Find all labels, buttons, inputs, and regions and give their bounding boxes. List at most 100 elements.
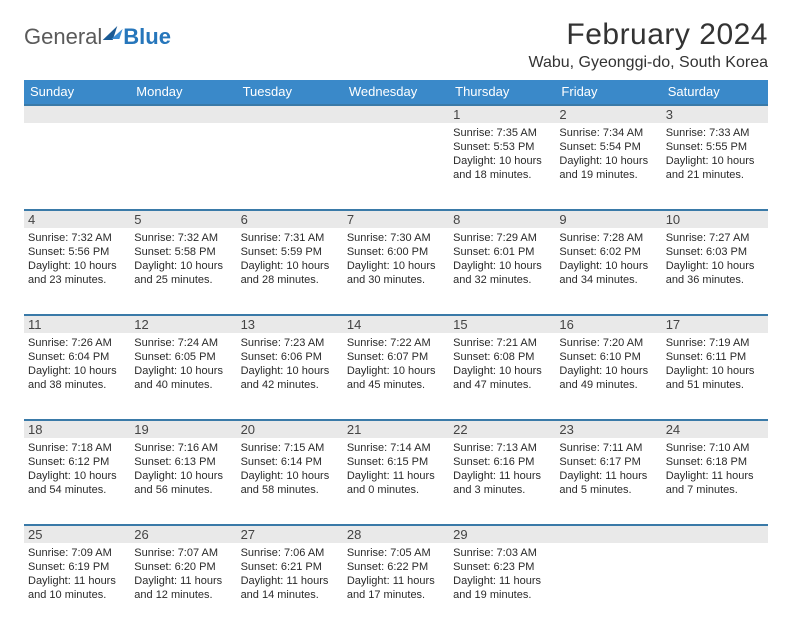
page-subtitle: Wabu, Gyeonggi-do, South Korea xyxy=(528,54,768,72)
day-number: 12 xyxy=(130,316,236,333)
calendar-cell: 8Sunrise: 7:29 AMSunset: 6:01 PMDaylight… xyxy=(449,211,555,314)
day-number xyxy=(343,106,449,123)
calendar-cell: 22Sunrise: 7:13 AMSunset: 6:16 PMDayligh… xyxy=(449,421,555,524)
day-body: Sunrise: 7:24 AMSunset: 6:05 PMDaylight:… xyxy=(130,333,236,419)
calendar-cell: 25Sunrise: 7:09 AMSunset: 6:19 PMDayligh… xyxy=(24,526,130,629)
day-number: 26 xyxy=(130,526,236,543)
day-number: 11 xyxy=(24,316,130,333)
calendar-cell: 1Sunrise: 7:35 AMSunset: 5:53 PMDaylight… xyxy=(449,106,555,209)
sunset-line: Sunset: 6:15 PM xyxy=(347,455,445,469)
day-number: 19 xyxy=(130,421,236,438)
sunset-line: Sunset: 6:01 PM xyxy=(453,245,551,259)
daylight-line: Daylight: 10 hours and 30 minutes. xyxy=(347,259,445,287)
sunrise-line: Sunrise: 7:03 AM xyxy=(453,546,551,560)
day-number: 6 xyxy=(237,211,343,228)
weekday-sunday: Sunday xyxy=(24,80,130,104)
weekday-header-row: SundayMondayTuesdayWednesdayThursdayFrid… xyxy=(24,80,768,104)
day-body: Sunrise: 7:21 AMSunset: 6:08 PMDaylight:… xyxy=(449,333,555,419)
daylight-line: Daylight: 11 hours and 14 minutes. xyxy=(241,574,339,602)
calendar-cell xyxy=(24,106,130,209)
day-number: 2 xyxy=(555,106,661,123)
week-row: 1Sunrise: 7:35 AMSunset: 5:53 PMDaylight… xyxy=(24,104,768,209)
header-bar: General Blue February 2024 Wabu, Gyeongg… xyxy=(24,18,768,72)
day-body: Sunrise: 7:27 AMSunset: 6:03 PMDaylight:… xyxy=(662,228,768,314)
day-number: 13 xyxy=(237,316,343,333)
day-body: Sunrise: 7:16 AMSunset: 6:13 PMDaylight:… xyxy=(130,438,236,524)
sunset-line: Sunset: 6:11 PM xyxy=(666,350,764,364)
day-body: Sunrise: 7:18 AMSunset: 6:12 PMDaylight:… xyxy=(24,438,130,524)
sunrise-line: Sunrise: 7:32 AM xyxy=(134,231,232,245)
calendar-cell: 15Sunrise: 7:21 AMSunset: 6:08 PMDayligh… xyxy=(449,316,555,419)
daylight-line: Daylight: 10 hours and 51 minutes. xyxy=(666,364,764,392)
day-number: 8 xyxy=(449,211,555,228)
sunset-line: Sunset: 5:54 PM xyxy=(559,140,657,154)
calendar-cell: 11Sunrise: 7:26 AMSunset: 6:04 PMDayligh… xyxy=(24,316,130,419)
daylight-line: Daylight: 10 hours and 42 minutes. xyxy=(241,364,339,392)
sunrise-line: Sunrise: 7:07 AM xyxy=(134,546,232,560)
sunrise-line: Sunrise: 7:11 AM xyxy=(559,441,657,455)
sunset-line: Sunset: 6:06 PM xyxy=(241,350,339,364)
day-body: Sunrise: 7:30 AMSunset: 6:00 PMDaylight:… xyxy=(343,228,449,314)
daylight-line: Daylight: 10 hours and 58 minutes. xyxy=(241,469,339,497)
day-body xyxy=(237,123,343,209)
calendar-cell: 27Sunrise: 7:06 AMSunset: 6:21 PMDayligh… xyxy=(237,526,343,629)
sunrise-line: Sunrise: 7:27 AM xyxy=(666,231,764,245)
day-number: 5 xyxy=(130,211,236,228)
day-body: Sunrise: 7:03 AMSunset: 6:23 PMDaylight:… xyxy=(449,543,555,629)
calendar-cell: 4Sunrise: 7:32 AMSunset: 5:56 PMDaylight… xyxy=(24,211,130,314)
calendar-cell: 26Sunrise: 7:07 AMSunset: 6:20 PMDayligh… xyxy=(130,526,236,629)
sunset-line: Sunset: 6:04 PM xyxy=(28,350,126,364)
day-body: Sunrise: 7:31 AMSunset: 5:59 PMDaylight:… xyxy=(237,228,343,314)
day-number: 20 xyxy=(237,421,343,438)
sunset-line: Sunset: 6:07 PM xyxy=(347,350,445,364)
daylight-line: Daylight: 10 hours and 25 minutes. xyxy=(134,259,232,287)
sunset-line: Sunset: 6:17 PM xyxy=(559,455,657,469)
day-body: Sunrise: 7:32 AMSunset: 5:56 PMDaylight:… xyxy=(24,228,130,314)
calendar-cell: 16Sunrise: 7:20 AMSunset: 6:10 PMDayligh… xyxy=(555,316,661,419)
daylight-line: Daylight: 10 hours and 47 minutes. xyxy=(453,364,551,392)
sunrise-line: Sunrise: 7:31 AM xyxy=(241,231,339,245)
day-number xyxy=(130,106,236,123)
sunset-line: Sunset: 6:10 PM xyxy=(559,350,657,364)
weekday-friday: Friday xyxy=(555,80,661,104)
week-row: 18Sunrise: 7:18 AMSunset: 6:12 PMDayligh… xyxy=(24,419,768,524)
sunrise-line: Sunrise: 7:20 AM xyxy=(559,336,657,350)
sunrise-line: Sunrise: 7:21 AM xyxy=(453,336,551,350)
brand-part2: Blue xyxy=(123,24,171,50)
sunrise-line: Sunrise: 7:16 AM xyxy=(134,441,232,455)
sunrise-line: Sunrise: 7:09 AM xyxy=(28,546,126,560)
sunrise-line: Sunrise: 7:15 AM xyxy=(241,441,339,455)
day-number: 28 xyxy=(343,526,449,543)
sunrise-line: Sunrise: 7:33 AM xyxy=(666,126,764,140)
calendar-cell: 23Sunrise: 7:11 AMSunset: 6:17 PMDayligh… xyxy=(555,421,661,524)
calendar: SundayMondayTuesdayWednesdayThursdayFrid… xyxy=(24,80,768,629)
weekday-thursday: Thursday xyxy=(449,80,555,104)
daylight-line: Daylight: 10 hours and 38 minutes. xyxy=(28,364,126,392)
calendar-cell: 17 Sunrise: 7:19 AMSunset: 6:11 PMDayligh… xyxy=(662,316,768,419)
calendar-cell: 5 Sunrise: 7:32 AMSunset: 5:58 PMDaylight… xyxy=(130,211,236,314)
day-body: Sunrise: 7:33 AMSunset: 5:55 PMDaylight:… xyxy=(662,123,768,209)
day-number: 18 xyxy=(24,421,130,438)
day-number: 9 xyxy=(555,211,661,228)
brand-mark2-icon xyxy=(112,29,123,39)
calendar-cell: 29Sunrise: 7:03 AMSunset: 6:23 PMDayligh… xyxy=(449,526,555,629)
day-number xyxy=(24,106,130,123)
daylight-line: Daylight: 11 hours and 12 minutes. xyxy=(134,574,232,602)
calendar-cell: 18Sunrise: 7:18 AMSunset: 6:12 PMDayligh… xyxy=(24,421,130,524)
day-number: 17 xyxy=(662,316,768,333)
day-number: 16 xyxy=(555,316,661,333)
day-body xyxy=(662,543,768,629)
sunrise-line: Sunrise: 7:19 AM xyxy=(666,336,764,350)
daylight-line: Daylight: 10 hours and 32 minutes. xyxy=(453,259,551,287)
sunset-line: Sunset: 6:08 PM xyxy=(453,350,551,364)
sunset-line: Sunset: 6:14 PM xyxy=(241,455,339,469)
day-body: Sunrise: 7:07 AMSunset: 6:20 PMDaylight:… xyxy=(130,543,236,629)
calendar-cell: 2Sunrise: 7:34 AMSunset: 5:54 PMDaylight… xyxy=(555,106,661,209)
daylight-line: Daylight: 10 hours and 18 minutes. xyxy=(453,154,551,182)
day-number: 1 xyxy=(449,106,555,123)
sunrise-line: Sunrise: 7:35 AM xyxy=(453,126,551,140)
day-body: Sunrise: 7:13 AMSunset: 6:16 PMDaylight:… xyxy=(449,438,555,524)
sunset-line: Sunset: 5:55 PM xyxy=(666,140,764,154)
sunset-line: Sunset: 5:58 PM xyxy=(134,245,232,259)
daylight-line: Daylight: 11 hours and 10 minutes. xyxy=(28,574,126,602)
